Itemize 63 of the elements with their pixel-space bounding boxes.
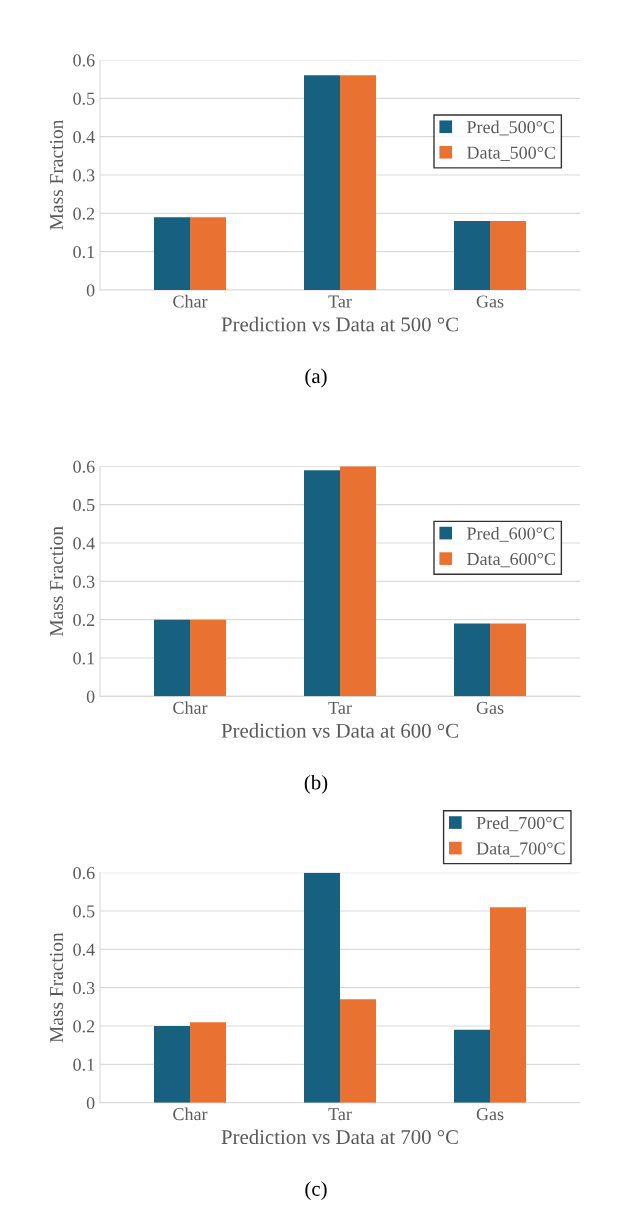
- bar: [190, 1022, 226, 1103]
- legend-label: Data_700°C: [476, 842, 565, 857]
- bar: [190, 217, 226, 290]
- y-tick-label: 0.4: [73, 130, 95, 144]
- y-tick-label: 0.6: [73, 54, 95, 67]
- bar: [304, 470, 340, 697]
- x-tick-label: Char: [173, 294, 208, 308]
- y-tick-label: 0.5: [73, 905, 95, 918]
- y-tick-label: 0.6: [73, 460, 95, 473]
- x-tick-label: Tar: [328, 1108, 352, 1121]
- y-tick-label: 0.3: [73, 169, 95, 182]
- bar: [454, 221, 490, 290]
- y-axis-title: Mass Fraction: [50, 526, 64, 637]
- x-tick-label: Tar: [328, 701, 352, 714]
- y-tick-label: 0: [86, 690, 95, 703]
- bar: [154, 619, 190, 697]
- x-tick-label: Gas: [476, 701, 504, 714]
- bar: [490, 907, 526, 1103]
- y-tick-label: 0: [86, 1096, 95, 1110]
- y-tick-label: 0.5: [73, 92, 95, 105]
- y-tick-label: 0.5: [73, 498, 95, 512]
- y-tick-label: 0.3: [73, 575, 95, 588]
- x-tick-label: Gas: [476, 1108, 504, 1121]
- y-axis-title: Mass Fraction: [50, 119, 64, 230]
- x-axis-title: Prediction vs Data at 700 °C: [221, 1129, 458, 1145]
- bar: [190, 619, 226, 697]
- y-tick-label: 0.3: [73, 981, 95, 995]
- x-tick-label: Char: [173, 1107, 208, 1121]
- legend-label: Pred_700°C: [476, 816, 564, 832]
- bar: [490, 623, 526, 697]
- x-axis-title: Prediction vs Data at 600 °C: [221, 723, 458, 738]
- bar: [154, 1026, 190, 1103]
- text: (b): [304, 774, 328, 794]
- bar: [340, 75, 376, 290]
- y-tick-label: 0.4: [73, 943, 95, 956]
- legend-label: Data_500°C: [467, 146, 555, 161]
- x-tick-label: Gas: [476, 295, 504, 308]
- text: (c): [305, 1181, 327, 1201]
- legend-label: Pred_600°C: [467, 526, 554, 542]
- y-tick-label: 0.2: [73, 1020, 95, 1033]
- bar: [340, 999, 376, 1103]
- y-tick-label: 0.4: [73, 537, 95, 550]
- y-tick-label: 0.1: [73, 245, 95, 259]
- y-tick-label: 0.6: [73, 866, 95, 880]
- y-tick-label: 0.2: [73, 207, 95, 220]
- x-axis-title: Prediction vs Data at 500 °C: [221, 316, 458, 332]
- y-tick-label: 0.2: [73, 613, 95, 627]
- bar: [490, 221, 526, 290]
- bar: [304, 872, 340, 1103]
- bar: [454, 1029, 490, 1103]
- bar: [454, 623, 490, 697]
- y-tick-label: 0.1: [73, 1058, 95, 1071]
- legend-label: Pred_500°C: [467, 120, 554, 136]
- y-axis-title: Mass Fraction: [50, 932, 64, 1043]
- legend-label: Data_600°C: [467, 552, 555, 568]
- x-tick-label: Char: [173, 701, 208, 714]
- bar: [154, 217, 190, 290]
- bar: [340, 466, 376, 697]
- bar: [304, 75, 340, 290]
- y-tick-label: 0: [86, 284, 95, 297]
- y-tick-label: 0.1: [73, 652, 95, 665]
- text: (a): [305, 368, 327, 388]
- x-tick-label: Tar: [328, 295, 352, 308]
